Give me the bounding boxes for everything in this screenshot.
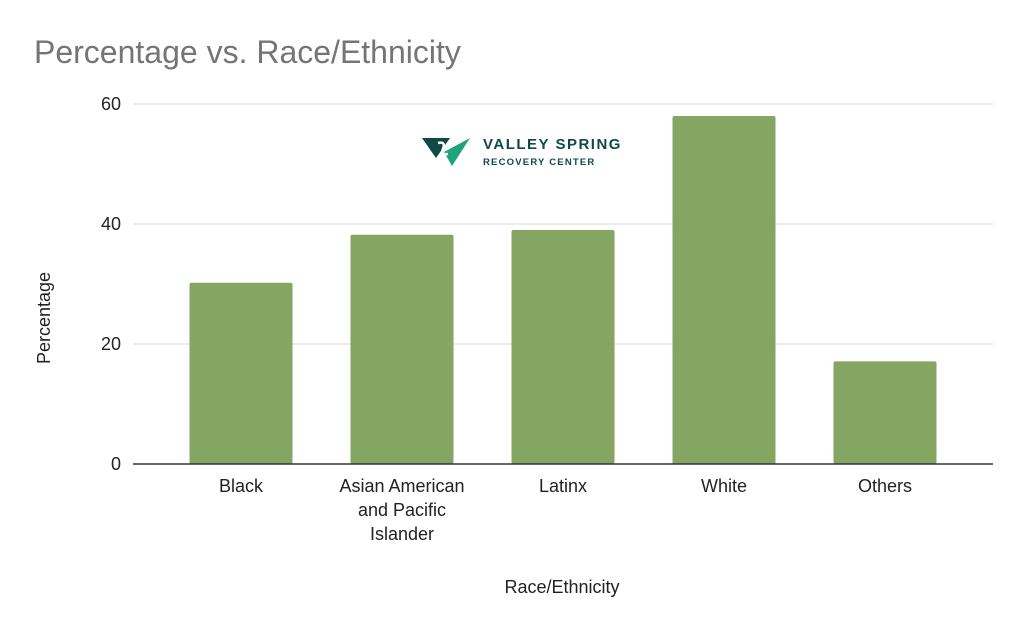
category-label-line: Black: [219, 476, 264, 496]
bar: [189, 282, 293, 464]
category-label: Others: [858, 476, 912, 496]
category-label-line: Latinx: [539, 476, 587, 496]
category-label: Asian American and Pacific Islander: [339, 476, 464, 544]
y-tick-label: 40: [101, 214, 121, 234]
category-label: Latinx: [539, 476, 587, 496]
category-label: Black: [219, 476, 264, 496]
bar: [833, 361, 937, 464]
y-axis-label: Percentage: [34, 272, 54, 364]
y-tick-labels: 0 20 40 60: [101, 94, 121, 474]
bars: [189, 116, 937, 464]
bar: [672, 116, 776, 464]
x-axis-label: Race/Ethnicity: [504, 577, 619, 597]
category-label-line: Others: [858, 476, 912, 496]
category-label-line: and Pacific: [358, 500, 446, 520]
y-tick-label: 0: [111, 454, 121, 474]
valley-spring-logo: VALLEY SPRING RECOVERY CENTER: [422, 136, 622, 168]
category-label: White: [701, 476, 747, 496]
category-label-line: Asian American: [339, 476, 464, 496]
category-label-line: Islander: [370, 524, 434, 544]
y-tick-label: 60: [101, 94, 121, 114]
logo-mark-icon: [422, 138, 470, 166]
bar: [511, 230, 615, 464]
y-tick-label: 20: [101, 334, 121, 354]
logo-name: VALLEY SPRING: [483, 136, 622, 153]
category-labels: Black Asian American and Pacific Islander La…: [219, 476, 912, 544]
bar: [350, 234, 454, 464]
category-label-line: White: [701, 476, 747, 496]
chart-title: Percentage vs. Race/Ethnicity: [34, 34, 461, 70]
logo-subtitle: RECOVERY CENTER: [483, 157, 596, 168]
